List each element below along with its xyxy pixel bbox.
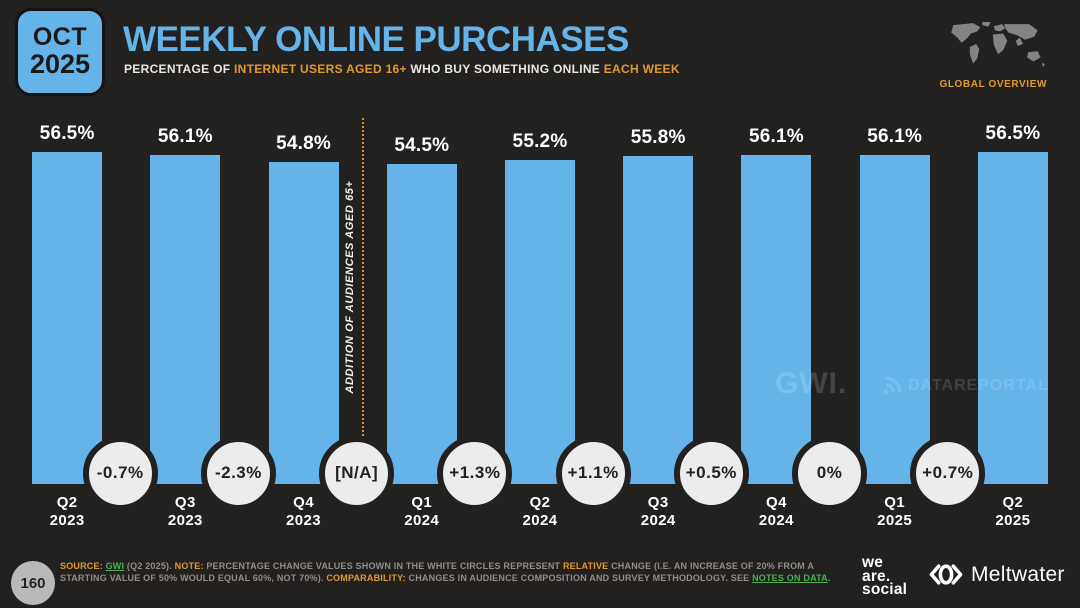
text-segment: .: [827, 572, 831, 583]
bar-value-label: 56.5%: [39, 123, 95, 144]
bar-value-label: 56.5%: [985, 123, 1041, 144]
bar-value-label: 56.1%: [867, 126, 923, 147]
bar-value-label: 55.2%: [512, 131, 568, 152]
world-map-icon: [951, 22, 1045, 68]
bar-category-label: Q2 2023: [49, 494, 85, 529]
text-segment: COMPARABILITY:: [326, 572, 409, 583]
change-circle: +1.1%: [555, 435, 631, 511]
bar-column: 56.1% Q1 2025: [836, 0, 954, 529]
text-segment: NOTE:: [174, 561, 207, 571]
notes-on-data-link[interactable]: NOTES ON DATA: [752, 572, 828, 583]
bar-category-label: Q4 2024: [758, 494, 794, 529]
bar-column: 54.8% Q4 2023: [244, 0, 362, 529]
bar-column: 55.2% Q2 2024: [481, 0, 599, 529]
watermark-datareportal: DATAREPORTAL: [882, 376, 1049, 396]
meltwater-eye-icon: [929, 564, 963, 585]
bar: [977, 152, 1048, 484]
text-segment: WHO BUY SOMETHING ONLINE: [406, 62, 604, 76]
change-circle: 0%: [792, 435, 868, 511]
change-circle: +1.3%: [437, 435, 513, 511]
chart-columns: 56.5% Q2 2023 56.1% Q3 2023 54.8% Q4 2023 54.5% Q1…: [8, 0, 1072, 529]
bar-value-label: 54.5%: [394, 135, 450, 156]
bar: [268, 162, 339, 484]
bar-column: 55.8% Q3 2024: [599, 0, 717, 529]
bar: [386, 164, 457, 484]
bar: [741, 155, 812, 484]
watermark-gwi: GWI.: [775, 367, 848, 400]
signal-icon: [883, 376, 902, 395]
bar: [32, 152, 103, 484]
text-segment: PERCENTAGE CHANGE VALUES SHOWN IN THE WH…: [206, 561, 563, 571]
meltwater-label: Meltwater: [971, 562, 1065, 586]
change-circle: [N/A]: [319, 435, 395, 511]
bar-category-label: Q1 2024: [404, 494, 440, 529]
bar: [504, 160, 575, 484]
change-circle: -0.7%: [82, 435, 158, 511]
footer-note: SOURCE: GWI (Q2 2025). NOTE: PERCENTAGE …: [60, 561, 840, 584]
bar: [150, 155, 221, 484]
change-circle: +0.5%: [673, 435, 749, 511]
badge-month: OCT: [32, 23, 88, 52]
bar-column: 56.1% Q3 2023: [126, 0, 244, 529]
change-circle: -2.3%: [200, 435, 276, 511]
bar-category-label: Q1 2025: [877, 494, 913, 529]
text-segment: EACH WEEK: [603, 62, 680, 76]
date-badge: OCT 2025: [15, 8, 105, 96]
change-circle: +0.7%: [910, 435, 986, 511]
bar-category-label: Q2 2024: [522, 494, 558, 529]
we-are-social-logo: we are. social: [862, 554, 908, 598]
bar-category-label: Q4 2023: [286, 494, 322, 529]
page-number-badge: 160: [11, 561, 55, 605]
bar-category-label: Q3 2023: [167, 494, 203, 529]
meltwater-logo: Meltwater: [928, 562, 1065, 587]
annotation-line: [361, 118, 364, 444]
page-number: 160: [20, 574, 46, 592]
page-title: WEEKLY ONLINE PURCHASES: [123, 20, 629, 59]
text-segment: SOURCE:: [60, 561, 106, 571]
text-segment: CHANGE (I.E. AN INCREASE OF 20% FROM A S…: [60, 561, 814, 583]
bar-value-label: 54.8%: [276, 133, 331, 154]
bar-category-label: Q2 2025: [995, 494, 1031, 529]
bar-category-label: Q3 2024: [640, 494, 676, 529]
badge-year: 2025: [29, 48, 91, 79]
bar: [623, 156, 694, 484]
annotation-label: ADDITION OF AUDIENCES AGED 65+: [343, 180, 356, 394]
text-segment: PERCENTAGE OF: [124, 62, 234, 76]
bar-column: 56.1% Q4 2024: [717, 0, 835, 529]
text-segment: RELATIVE: [562, 561, 609, 571]
bar-value-label: 55.8%: [630, 127, 686, 148]
was-logo-line: social: [862, 581, 908, 598]
was-logo-line: are.: [862, 567, 891, 585]
source-link[interactable]: GWI: [105, 561, 125, 571]
text-segment: (Q2 2025).: [124, 561, 175, 571]
bar-value-label: 56.1%: [157, 126, 213, 147]
text-segment: INTERNET USERS AGED 16+: [234, 62, 407, 76]
bar: [859, 155, 930, 484]
text-segment: CHANGES IN AUDIENCE COMPOSITION AND SURV…: [408, 572, 753, 583]
bar-value-label: 56.1%: [748, 126, 804, 147]
page-subtitle: PERCENTAGE OF INTERNET USERS AGED 16+ WH…: [124, 62, 680, 76]
bar-column: 56.5% Q2 2025: [954, 0, 1072, 529]
global-overview-label: GLOBAL OVERVIEW: [939, 79, 1047, 90]
was-logo-line: we: [862, 554, 884, 571]
watermark-datareportal-label: DATAREPORTAL: [908, 377, 1049, 394]
bar-column: 54.5% Q1 2024: [363, 0, 481, 529]
bar-column: 56.5% Q2 2023: [8, 0, 126, 529]
